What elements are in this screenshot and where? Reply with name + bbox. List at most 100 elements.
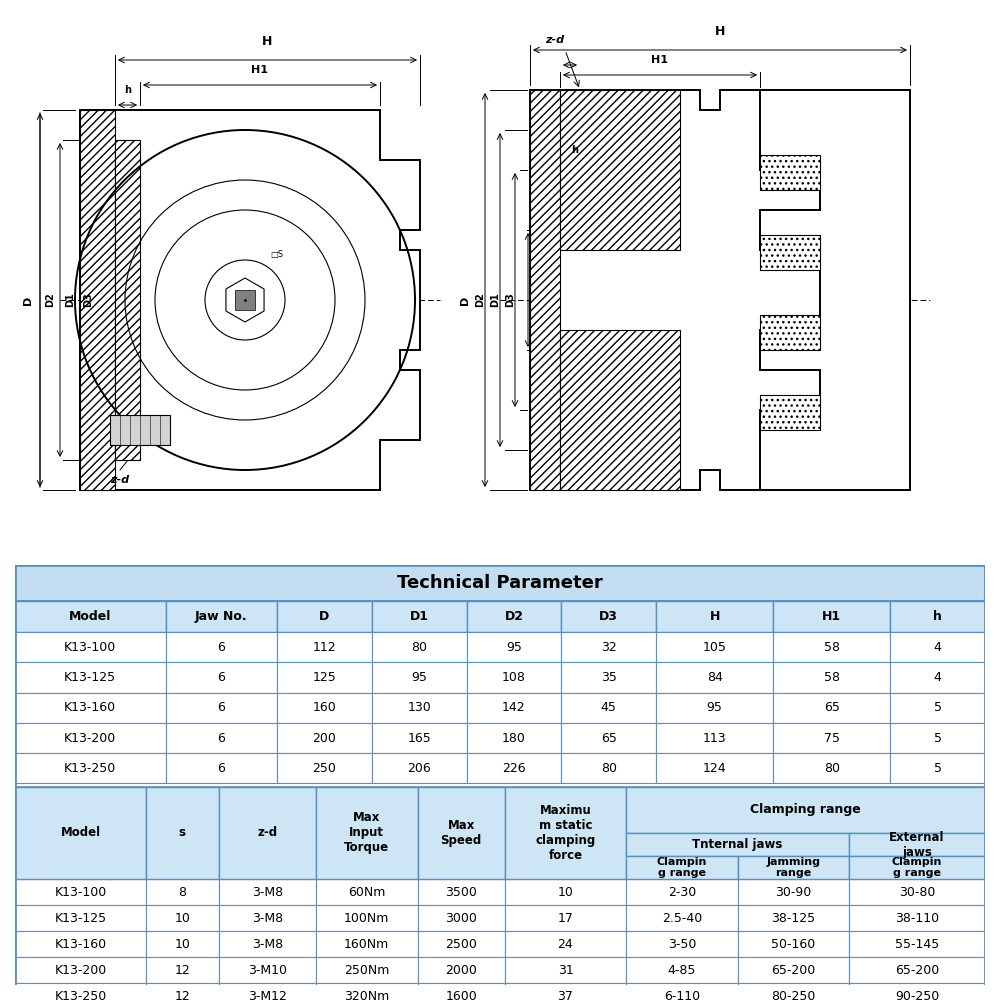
Bar [760,315,820,350]
FancyBboxPatch shape [372,693,467,723]
FancyBboxPatch shape [738,983,849,1000]
Text: z-d: z-d [110,475,130,485]
Text: H: H [709,610,720,623]
FancyBboxPatch shape [15,787,146,879]
Text: K13-100: K13-100 [54,886,107,899]
FancyBboxPatch shape [15,905,146,931]
FancyBboxPatch shape [219,983,316,1000]
Text: 12: 12 [174,990,190,1000]
FancyBboxPatch shape [166,693,277,723]
Polygon shape [235,290,255,310]
Text: 30-80: 30-80 [899,886,935,899]
FancyBboxPatch shape [561,632,656,662]
FancyBboxPatch shape [626,879,738,905]
FancyBboxPatch shape [849,856,985,879]
Text: 2500: 2500 [445,938,477,951]
Bar [760,155,820,190]
Text: 2-30: 2-30 [668,886,696,899]
FancyBboxPatch shape [166,662,277,693]
Text: 90-250: 90-250 [895,990,939,1000]
FancyBboxPatch shape [505,983,626,1000]
FancyBboxPatch shape [277,753,372,783]
Text: 3-M8: 3-M8 [252,938,283,951]
FancyBboxPatch shape [467,632,561,662]
FancyBboxPatch shape [166,723,277,753]
FancyBboxPatch shape [316,787,418,879]
FancyBboxPatch shape [219,931,316,957]
Text: 6-110: 6-110 [664,990,700,1000]
FancyBboxPatch shape [467,723,561,753]
FancyBboxPatch shape [738,856,849,879]
FancyBboxPatch shape [467,662,561,693]
Text: 250: 250 [312,762,336,775]
FancyBboxPatch shape [146,905,219,931]
Text: 6: 6 [217,762,225,775]
Text: K13-125: K13-125 [64,671,116,684]
FancyBboxPatch shape [849,905,985,931]
Text: 100Nm: 100Nm [344,912,389,925]
Text: Clampin
g range: Clampin g range [892,857,942,878]
Text: ·: · [477,291,483,309]
FancyBboxPatch shape [561,601,656,632]
FancyBboxPatch shape [15,879,146,905]
FancyBboxPatch shape [773,601,890,632]
FancyBboxPatch shape [277,632,372,662]
FancyBboxPatch shape [372,662,467,693]
Text: 5: 5 [934,732,942,745]
Text: 108: 108 [502,671,526,684]
Text: 65-200: 65-200 [771,964,816,977]
FancyBboxPatch shape [505,931,626,957]
FancyBboxPatch shape [656,601,773,632]
FancyBboxPatch shape [316,983,418,1000]
FancyBboxPatch shape [418,905,505,931]
Text: H: H [715,25,725,38]
Text: 206: 206 [407,762,431,775]
FancyBboxPatch shape [219,787,316,879]
Text: 124: 124 [703,762,726,775]
FancyBboxPatch shape [146,787,219,879]
Text: 226: 226 [502,762,526,775]
FancyBboxPatch shape [166,753,277,783]
Bar [760,315,820,350]
FancyBboxPatch shape [890,662,985,693]
FancyBboxPatch shape [505,957,626,983]
Text: Jaw No.: Jaw No. [195,610,248,623]
Bar [760,235,820,270]
Polygon shape [530,90,560,490]
FancyBboxPatch shape [219,905,316,931]
Text: Model: Model [69,610,111,623]
Text: 5: 5 [934,762,942,775]
FancyBboxPatch shape [561,723,656,753]
Polygon shape [80,110,115,490]
Polygon shape [80,110,420,490]
Text: 200: 200 [312,732,336,745]
Text: D3: D3 [83,293,93,307]
Polygon shape [560,330,680,490]
Text: 2000: 2000 [445,964,477,977]
Bar [760,395,820,430]
Text: 160: 160 [313,701,336,714]
Text: 95: 95 [411,671,427,684]
FancyBboxPatch shape [15,632,166,662]
Text: External
jaws: External jaws [889,831,945,859]
FancyBboxPatch shape [166,601,277,632]
FancyBboxPatch shape [656,723,773,753]
FancyBboxPatch shape [15,723,166,753]
FancyBboxPatch shape [418,879,505,905]
FancyBboxPatch shape [626,983,738,1000]
Polygon shape [115,140,140,460]
Text: 250Nm: 250Nm [344,964,389,977]
Text: K13-100: K13-100 [64,641,116,654]
Text: 3000: 3000 [445,912,477,925]
FancyBboxPatch shape [418,931,505,957]
FancyBboxPatch shape [849,833,985,856]
Text: 112: 112 [313,641,336,654]
FancyBboxPatch shape [738,879,849,905]
Polygon shape [226,278,264,322]
FancyBboxPatch shape [418,957,505,983]
FancyBboxPatch shape [316,905,418,931]
FancyBboxPatch shape [166,632,277,662]
FancyBboxPatch shape [773,662,890,693]
FancyBboxPatch shape [656,662,773,693]
FancyBboxPatch shape [738,931,849,957]
